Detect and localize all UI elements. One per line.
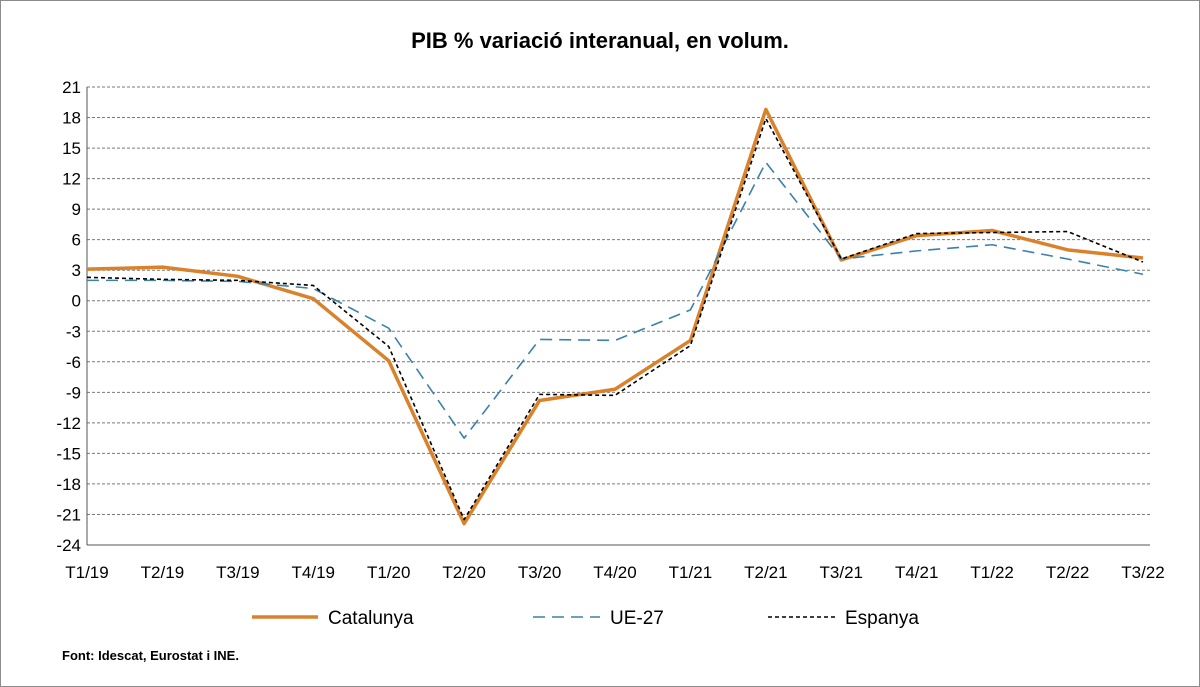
x-tick-label: T2/22 bbox=[1046, 563, 1089, 582]
legend: Catalunya UE-27 Espanya bbox=[252, 608, 919, 629]
x-tick-labels: T1/19 T2/19 T3/19 T4/19 T1/20 T2/20 T3/20 T4/20… bbox=[65, 563, 1164, 582]
x-tick-label: T4/19 bbox=[292, 563, 335, 582]
y-tick-label: 18 bbox=[62, 109, 81, 128]
x-tick-label: T4/20 bbox=[593, 563, 636, 582]
x-tick-label: T1/21 bbox=[669, 563, 712, 582]
y-tick-label: 21 bbox=[62, 78, 81, 97]
y-tick-label: 15 bbox=[62, 139, 81, 158]
y-tick-label: 9 bbox=[72, 200, 81, 219]
x-tick-label: T2/19 bbox=[141, 563, 184, 582]
y-tick-labels: 21 18 15 12 9 6 3 0 -3 -6 -9 -12 -15 -18 -21 -24 bbox=[56, 78, 81, 555]
x-tick-label: T1/20 bbox=[367, 563, 410, 582]
y-tick-label: 6 bbox=[72, 231, 81, 250]
series-line-ue-27 bbox=[87, 161, 1144, 439]
chart-title: PIB % variació interanual, en volum. bbox=[411, 28, 789, 53]
x-tick-label: T2/21 bbox=[744, 563, 787, 582]
y-tick-label: -6 bbox=[66, 353, 81, 372]
y-tick-label: 3 bbox=[72, 261, 81, 280]
legend-label: Espanya bbox=[845, 608, 919, 629]
y-tick-label: 0 bbox=[72, 292, 81, 311]
y-tick-label: -18 bbox=[56, 475, 81, 494]
y-tick-label: -12 bbox=[56, 414, 81, 433]
series-lines bbox=[86, 107, 1144, 526]
x-tick-label: T3/21 bbox=[820, 563, 863, 582]
x-tick-label: T3/22 bbox=[1121, 563, 1164, 582]
legend-label: UE-27 bbox=[610, 608, 664, 629]
y-tick-label: -15 bbox=[56, 444, 81, 463]
legend-label: Catalunya bbox=[328, 608, 414, 629]
x-tick-label: T1/19 bbox=[65, 563, 108, 582]
x-tick-label: T4/21 bbox=[895, 563, 938, 582]
y-tick-label: 12 bbox=[62, 170, 81, 189]
y-tick-label: -3 bbox=[66, 322, 81, 341]
series-line-catalunya bbox=[86, 107, 1144, 526]
gridlines bbox=[87, 86, 1150, 546]
x-tick-label: T3/19 bbox=[216, 563, 259, 582]
x-tick-label: T1/22 bbox=[970, 563, 1013, 582]
y-tick-label: -24 bbox=[56, 536, 81, 555]
y-tick-label: -9 bbox=[66, 383, 81, 402]
series-line-espanya bbox=[86, 117, 1144, 521]
source-note: Font: Idescat, Eurostat i INE. bbox=[62, 648, 239, 663]
axes bbox=[86, 87, 1150, 546]
x-tick-label: T3/20 bbox=[518, 563, 561, 582]
x-tick-label: T2/20 bbox=[442, 563, 485, 582]
y-tick-label: -21 bbox=[56, 505, 81, 524]
